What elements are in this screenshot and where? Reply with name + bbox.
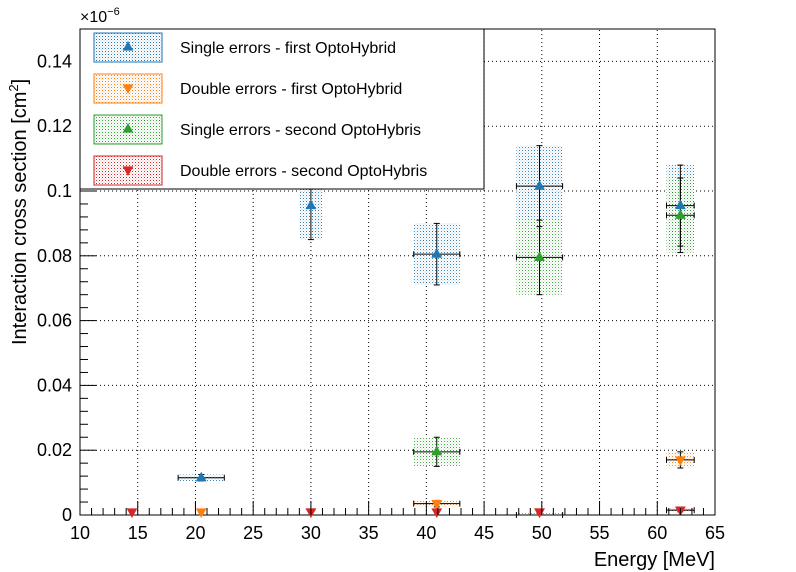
data-point-marker (674, 209, 686, 219)
data-point-marker (126, 508, 138, 518)
x-tick-label: 40 (416, 523, 436, 543)
data-point-marker (431, 508, 443, 518)
y-tick-label: 0.08 (37, 246, 72, 266)
x-tick-label: 30 (301, 523, 321, 543)
y-tick-label: 0.02 (37, 440, 72, 460)
x-tick-label: 20 (185, 523, 205, 543)
systematic-error-boxes (178, 145, 695, 516)
error-bars (177, 145, 695, 518)
y-axis-title-close: ] (9, 79, 31, 85)
data-point-marker (674, 199, 686, 210)
y-tick-label: 0 (62, 505, 72, 525)
x-axis-title: Energy [MeV] (594, 549, 715, 571)
y-tick-label: 0.12 (37, 116, 72, 136)
legend-marker (122, 84, 134, 94)
data-point-marker (534, 508, 545, 518)
y-tick-label: 0.06 (37, 311, 72, 331)
data-point-marker (195, 508, 207, 518)
data-point-marker (305, 199, 317, 210)
legend: Single errors - first OptoHybrid Double e… (79, 28, 485, 190)
x-tick-label: 60 (647, 523, 667, 543)
data-point-marker (431, 500, 443, 510)
grid (80, 29, 715, 515)
y-exponent-power: −6 (107, 6, 120, 18)
x-tick-label: 25 (243, 523, 263, 543)
y-axis-title-main: Interaction cross section [cm (9, 92, 31, 345)
y-tick-label: 0.04 (37, 375, 72, 395)
legend-marker (122, 41, 134, 51)
x-tick-label: 35 (359, 523, 379, 543)
legend-label: Single errors - first OptoHybrid (180, 40, 396, 57)
y-exponent-label: ×10−6 (80, 6, 120, 26)
y-tick-label: 0.1 (47, 181, 72, 201)
y-axis-title-sup: 2 (6, 84, 21, 91)
x-tick-label: 15 (128, 523, 148, 543)
x-tick-label: 65 (705, 523, 725, 543)
legend-label: Double errors - second OptoHybris (180, 163, 427, 180)
x-tick-label: 55 (590, 523, 610, 543)
x-tick-labels: 10 15 20 25 30 35 40 45 50 55 60 65 (70, 523, 725, 543)
data-point-marker (674, 456, 686, 466)
data-point-marker (431, 248, 443, 258)
data-markers (126, 180, 686, 518)
legend-label: Double errors - first OptoHybrid (180, 81, 402, 98)
legend-marker (122, 123, 134, 133)
x-tick-label: 45 (474, 523, 494, 543)
legend-marker (122, 166, 134, 176)
y-axis-title: Interaction cross section [cm2] (6, 79, 31, 345)
data-point-marker (195, 471, 207, 482)
data-point-marker (534, 180, 545, 190)
y-exponent-base: ×10 (80, 9, 107, 26)
x-tick-label: 50 (532, 523, 552, 543)
data-point-marker (431, 445, 443, 456)
legend-label: Single errors - second OptoHybris (180, 122, 421, 139)
y-tick-label: 0.14 (37, 51, 72, 71)
x-tick-label: 10 (70, 523, 90, 543)
data-point-marker (534, 251, 545, 262)
y-tick-labels: 0 0.02 0.04 0.06 0.08 0.1 0.12 0.14 (37, 51, 72, 525)
